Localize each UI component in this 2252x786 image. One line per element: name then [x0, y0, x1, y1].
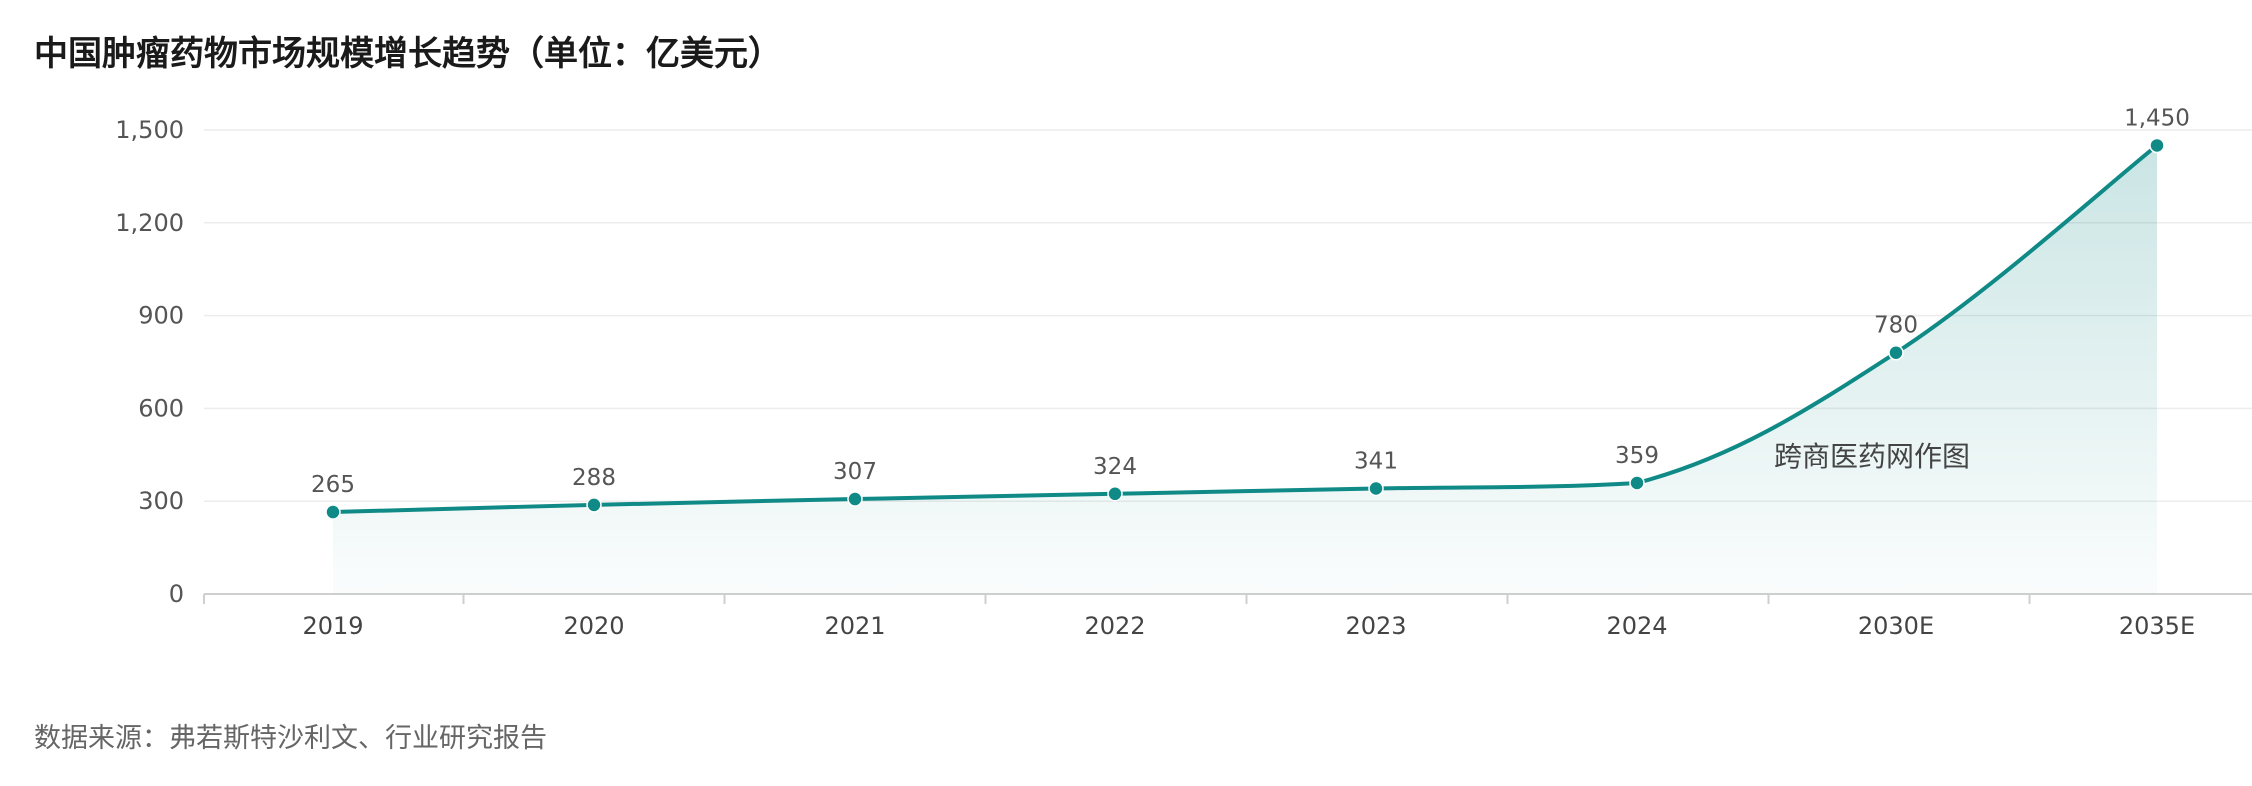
data-label: 265: [311, 472, 355, 498]
data-point: [2149, 137, 2165, 154]
series-line: [331, 143, 2159, 515]
data-labels: 265 288 307 324 341 359 780 1,450: [311, 105, 2190, 498]
data-point: [325, 504, 341, 520]
y-tick-label: 1,500: [115, 116, 184, 144]
x-tick-label: 2020: [563, 612, 624, 640]
y-axis-tick-labels: 0 300 600 900 1,200 1,500: [115, 116, 184, 608]
data-point: [847, 491, 863, 507]
data-label: 307: [833, 459, 877, 485]
y-tick-label: 900: [138, 302, 184, 330]
x-axis-tick-labels: 2019 2020 2021 2022 2023 2024 2030E 2035E: [302, 612, 2195, 640]
chart-title: 中国肿瘤药物市场规模增长趋势（单位：亿美元）: [34, 34, 782, 74]
data-point: [586, 497, 602, 513]
y-tick-label: 0: [169, 580, 184, 608]
x-tick-label: 2019: [302, 612, 363, 640]
data-point: [1629, 475, 1645, 491]
x-tick-label: 2035E: [2119, 612, 2195, 640]
data-label: 288: [572, 465, 616, 491]
watermark-annotation: 跨商医药网作图: [1774, 440, 1970, 473]
x-tick-label: 2021: [824, 612, 885, 640]
x-tick-label: 2022: [1084, 612, 1145, 640]
y-tick-label: 300: [138, 487, 184, 515]
data-point: [1107, 486, 1123, 502]
y-tick-label: 600: [138, 394, 184, 422]
data-point: [1888, 344, 1904, 361]
data-label: 341: [1354, 449, 1398, 475]
data-points: [325, 137, 2165, 520]
series-area: [333, 145, 2157, 594]
x-axis: [203, 593, 2252, 604]
data-label: 780: [1874, 313, 1918, 339]
y-tick-label: 1,200: [115, 209, 184, 237]
data-point: [1368, 480, 1384, 497]
data-source-note: 数据来源：弗若斯特沙利文、行业研究报告: [34, 723, 547, 754]
data-label: 324: [1093, 454, 1137, 480]
data-label: 1,450: [2124, 105, 2190, 131]
x-tick-label: 2024: [1606, 612, 1667, 640]
x-tick-label: 2023: [1345, 612, 1406, 640]
data-label: 359: [1615, 443, 1659, 469]
x-tick-label: 2030E: [1858, 612, 1934, 640]
